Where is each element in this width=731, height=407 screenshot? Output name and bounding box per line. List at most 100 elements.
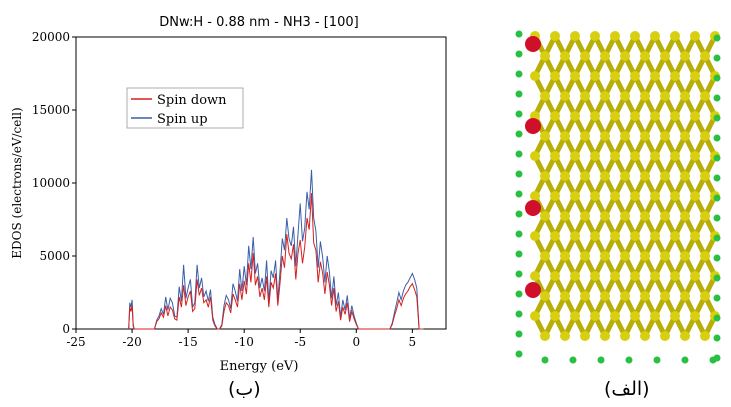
- hydrogen-atom: [515, 170, 523, 178]
- silicon-atom: [540, 211, 550, 221]
- silicon-atom: [610, 271, 620, 281]
- hydrogen-atom: [713, 254, 721, 262]
- hydrogen-atom: [541, 356, 549, 364]
- silicon-atom: [670, 71, 680, 81]
- nitrogen-atom: [525, 200, 541, 216]
- silicon-atom: [580, 331, 590, 341]
- silicon-atom: [680, 211, 690, 221]
- panel-label-b: (ب): [228, 378, 261, 400]
- silicon-atom: [540, 171, 550, 181]
- silicon-atom: [550, 151, 560, 161]
- silicon-atom: [660, 91, 670, 101]
- silicon-atom: [630, 111, 640, 121]
- silicon-atom: [530, 151, 540, 161]
- hydrogen-atom: [515, 290, 523, 298]
- silicon-atom: [600, 211, 610, 221]
- silicon-atom: [650, 311, 660, 321]
- silicon-atom: [560, 131, 570, 141]
- silicon-atom: [580, 51, 590, 61]
- silicon-atom: [620, 51, 630, 61]
- silicon-atom: [640, 251, 650, 261]
- silicon-atom: [700, 51, 710, 61]
- silicon-atom: [610, 191, 620, 201]
- silicon-atom: [690, 311, 700, 321]
- silicon-atom: [690, 191, 700, 201]
- silicon-atom: [570, 271, 580, 281]
- x-tick-label: 5: [409, 335, 417, 349]
- y-axis-ticks: 0 5000 10000 15000 20000: [32, 30, 76, 336]
- silicon-atom: [590, 31, 600, 41]
- silicon-atom: [600, 251, 610, 261]
- silicon-atom: [580, 251, 590, 261]
- silicon-atom: [620, 91, 630, 101]
- hydrogen-atom: [515, 190, 523, 198]
- silicon-atom: [700, 171, 710, 181]
- silicon-atom: [690, 151, 700, 161]
- silicon-atom: [550, 311, 560, 321]
- hydrogen-atom: [515, 30, 523, 38]
- x-tick-label: -10: [235, 335, 254, 349]
- hydrogen-atom: [515, 70, 523, 78]
- x-axis-label: Energy (eV): [220, 359, 299, 374]
- panel-label-alef: (الف): [604, 378, 650, 400]
- silicon-atom: [590, 311, 600, 321]
- silicon-atom: [540, 331, 550, 341]
- silicon-atom: [660, 331, 670, 341]
- hydrogen-atom: [709, 356, 717, 364]
- silicon-atom: [670, 311, 680, 321]
- hydrogen-atom: [713, 154, 721, 162]
- silicon-atom: [540, 291, 550, 301]
- silicon-atom: [700, 291, 710, 301]
- silicon-atom: [550, 111, 560, 121]
- x-axis-ticks: -25 -20 -15 -10 -5 0 5: [66, 329, 416, 349]
- silicon-atom: [620, 251, 630, 261]
- silicon-atom: [530, 231, 540, 241]
- y-axis-label: EDOS (electrons/eV/cell): [10, 107, 24, 258]
- silicon-atom: [630, 231, 640, 241]
- silicon-atom: [650, 231, 660, 241]
- silicon-atom: [690, 111, 700, 121]
- hydrogen-atom: [713, 274, 721, 282]
- silicon-atom: [640, 211, 650, 221]
- silicon-atom: [630, 191, 640, 201]
- series-line-spin-down: [128, 193, 424, 330]
- silicon-atom: [640, 131, 650, 141]
- silicon-atom: [650, 191, 660, 201]
- y-tick-label: 10000: [32, 176, 70, 190]
- hydrogen-atom: [515, 310, 523, 318]
- silicon-atom: [630, 311, 640, 321]
- hydrogen-atom: [515, 250, 523, 258]
- silicon-atom: [660, 51, 670, 61]
- silicon-atom: [610, 71, 620, 81]
- silicon-atom: [690, 31, 700, 41]
- silicon-atom: [600, 291, 610, 301]
- silicon-atom: [570, 31, 580, 41]
- silicon-atom: [620, 171, 630, 181]
- hydrogen-atom: [713, 94, 721, 102]
- hydrogen-atom: [515, 50, 523, 58]
- silicon-atom: [690, 231, 700, 241]
- silicon-atom: [610, 311, 620, 321]
- atoms: [515, 30, 721, 364]
- silicon-atom: [680, 331, 690, 341]
- nitrogen-atom: [525, 118, 541, 134]
- hydrogen-atom: [515, 270, 523, 278]
- silicon-atom: [570, 311, 580, 321]
- silicon-atom: [580, 91, 590, 101]
- silicon-atom: [530, 311, 540, 321]
- hydrogen-atom: [713, 54, 721, 62]
- silicon-atom: [560, 211, 570, 221]
- silicon-atom: [560, 171, 570, 181]
- silicon-atom: [540, 91, 550, 101]
- silicon-atom: [650, 71, 660, 81]
- legend-box: [126, 87, 244, 129]
- nanowire-structure-image: [515, 30, 721, 364]
- silicon-atom: [680, 251, 690, 261]
- series-lines: [128, 169, 424, 330]
- hydrogen-atom: [597, 356, 605, 364]
- silicon-atom: [680, 131, 690, 141]
- silicon-atom: [580, 211, 590, 221]
- y-tick-label: 15000: [32, 103, 70, 117]
- silicon-atom: [600, 91, 610, 101]
- silicon-atom: [660, 171, 670, 181]
